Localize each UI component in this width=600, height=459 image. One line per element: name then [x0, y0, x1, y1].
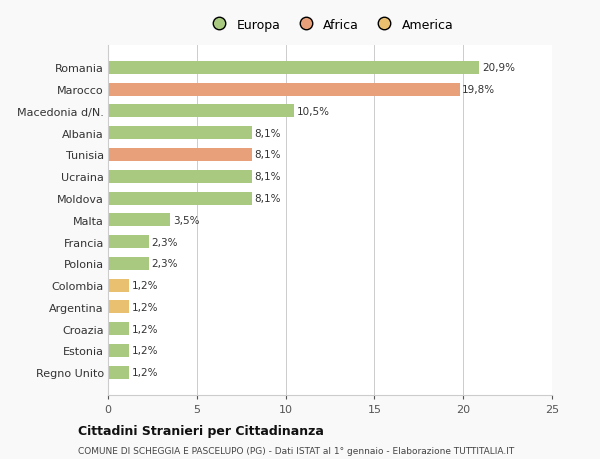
Text: 1,2%: 1,2% — [132, 367, 158, 377]
Bar — [108, 322, 130, 336]
Bar — [108, 279, 130, 292]
Text: COMUNE DI SCHEGGIA E PASCELUPO (PG) - Dati ISTAT al 1° gennaio - Elaborazione TU: COMUNE DI SCHEGGIA E PASCELUPO (PG) - Da… — [78, 447, 514, 455]
Text: Cittadini Stranieri per Cittadinanza: Cittadini Stranieri per Cittadinanza — [78, 424, 324, 437]
Bar — [108, 62, 479, 75]
Bar — [108, 235, 149, 249]
Bar — [108, 149, 252, 162]
Bar — [108, 127, 252, 140]
Text: 8,1%: 8,1% — [254, 150, 281, 160]
Text: 8,1%: 8,1% — [254, 194, 281, 204]
Bar — [108, 170, 252, 184]
Text: 8,1%: 8,1% — [254, 172, 281, 182]
Legend: Europa, Africa, America: Europa, Africa, America — [202, 14, 458, 37]
Text: 8,1%: 8,1% — [254, 129, 281, 139]
Text: 19,8%: 19,8% — [463, 85, 496, 95]
Text: 1,2%: 1,2% — [132, 324, 158, 334]
Bar — [108, 105, 295, 118]
Bar — [108, 344, 130, 357]
Text: 2,3%: 2,3% — [152, 237, 178, 247]
Text: 20,9%: 20,9% — [482, 63, 515, 73]
Text: 1,2%: 1,2% — [132, 302, 158, 312]
Bar — [108, 366, 130, 379]
Text: 3,5%: 3,5% — [173, 215, 199, 225]
Text: 1,2%: 1,2% — [132, 346, 158, 356]
Bar — [108, 301, 130, 313]
Bar — [108, 192, 252, 205]
Text: 2,3%: 2,3% — [152, 259, 178, 269]
Text: 1,2%: 1,2% — [132, 280, 158, 291]
Text: 10,5%: 10,5% — [297, 107, 330, 117]
Bar — [108, 214, 170, 227]
Bar — [108, 257, 149, 270]
Bar — [108, 84, 460, 96]
